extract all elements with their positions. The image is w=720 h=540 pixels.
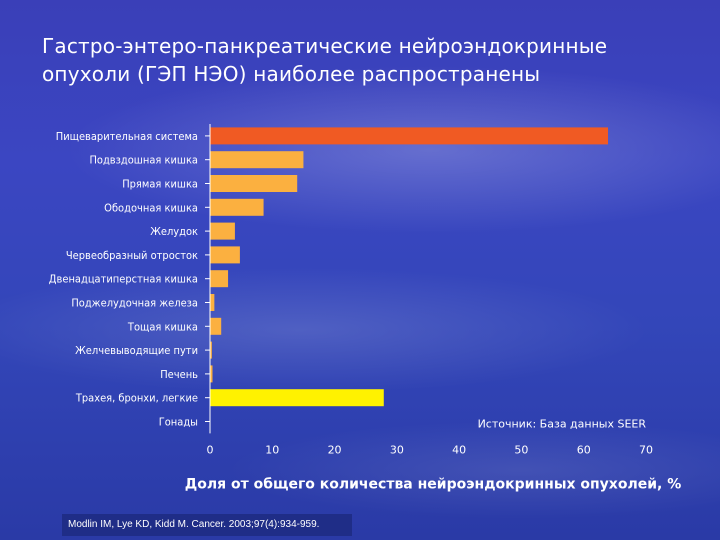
x-axis-label: Доля от общего количества нейроэндокринн… bbox=[185, 476, 681, 492]
bar-12 bbox=[210, 389, 384, 407]
x-tick-label-40: 40 bbox=[452, 443, 466, 456]
x-tick-label-20: 20 bbox=[328, 443, 342, 456]
category-label-8: Поджелудочная железа bbox=[71, 297, 198, 310]
bar-8 bbox=[210, 294, 215, 311]
category-labels: Пищеварительная система Подвздошная кишка… bbox=[49, 130, 210, 429]
x-tick-label-60: 60 bbox=[577, 443, 591, 456]
category-label-4: Ободочная кишка bbox=[104, 201, 198, 214]
category-label-10: Желчевыводящие пути bbox=[75, 344, 198, 357]
bar-6 bbox=[210, 246, 240, 264]
bar-5 bbox=[210, 222, 235, 240]
citation-box: Modlin IM, Lye KD, Kidd M. Cancer. 2003;… bbox=[62, 514, 352, 536]
x-tick-label-70: 70 bbox=[639, 443, 653, 456]
bar-4 bbox=[210, 198, 264, 216]
x-tick-label-30: 30 bbox=[390, 443, 404, 456]
x-axis-ticks: 0 10 20 30 40 50 60 70 bbox=[207, 443, 654, 456]
slide-title: Гастро-энтеро-панкреатические нейроэндок… bbox=[42, 32, 682, 88]
x-tick-label-50: 50 bbox=[514, 443, 528, 456]
category-label-1: Пищеварительная система bbox=[56, 130, 198, 143]
category-label-5: Желудок bbox=[150, 225, 198, 238]
bar-3 bbox=[210, 175, 298, 192]
category-label-7: Двенадцатиперстная кишка bbox=[49, 273, 198, 286]
category-label-12: Трахея, бронхи, легкие bbox=[75, 392, 198, 405]
title-line-2: опухоли (ГЭП НЭО) наиболее распространен… bbox=[42, 62, 541, 86]
title-line-1: Гастро-энтеро-панкреатические нейроэндок… bbox=[42, 34, 608, 58]
bar-2 bbox=[210, 151, 304, 169]
chart-source-annotation: Источник: База данных SEER bbox=[478, 417, 647, 430]
bar-1 bbox=[210, 127, 609, 145]
x-tick-label-10: 10 bbox=[265, 443, 279, 456]
category-label-11: Печень bbox=[160, 368, 198, 381]
x-tick-label-0: 0 bbox=[207, 443, 214, 456]
bar-10 bbox=[210, 341, 212, 359]
category-label-2: Подвздошная кишка bbox=[89, 154, 198, 167]
bar-7 bbox=[210, 270, 229, 288]
chart-bars bbox=[210, 127, 609, 407]
bar-9 bbox=[210, 317, 222, 335]
category-label-9: Тощая кишка bbox=[127, 320, 198, 333]
category-label-6: Червеобразный отросток bbox=[66, 249, 198, 262]
category-label-13: Гонады bbox=[159, 416, 198, 429]
bar-11 bbox=[210, 365, 213, 383]
category-label-3: Прямая кишка bbox=[122, 178, 198, 191]
